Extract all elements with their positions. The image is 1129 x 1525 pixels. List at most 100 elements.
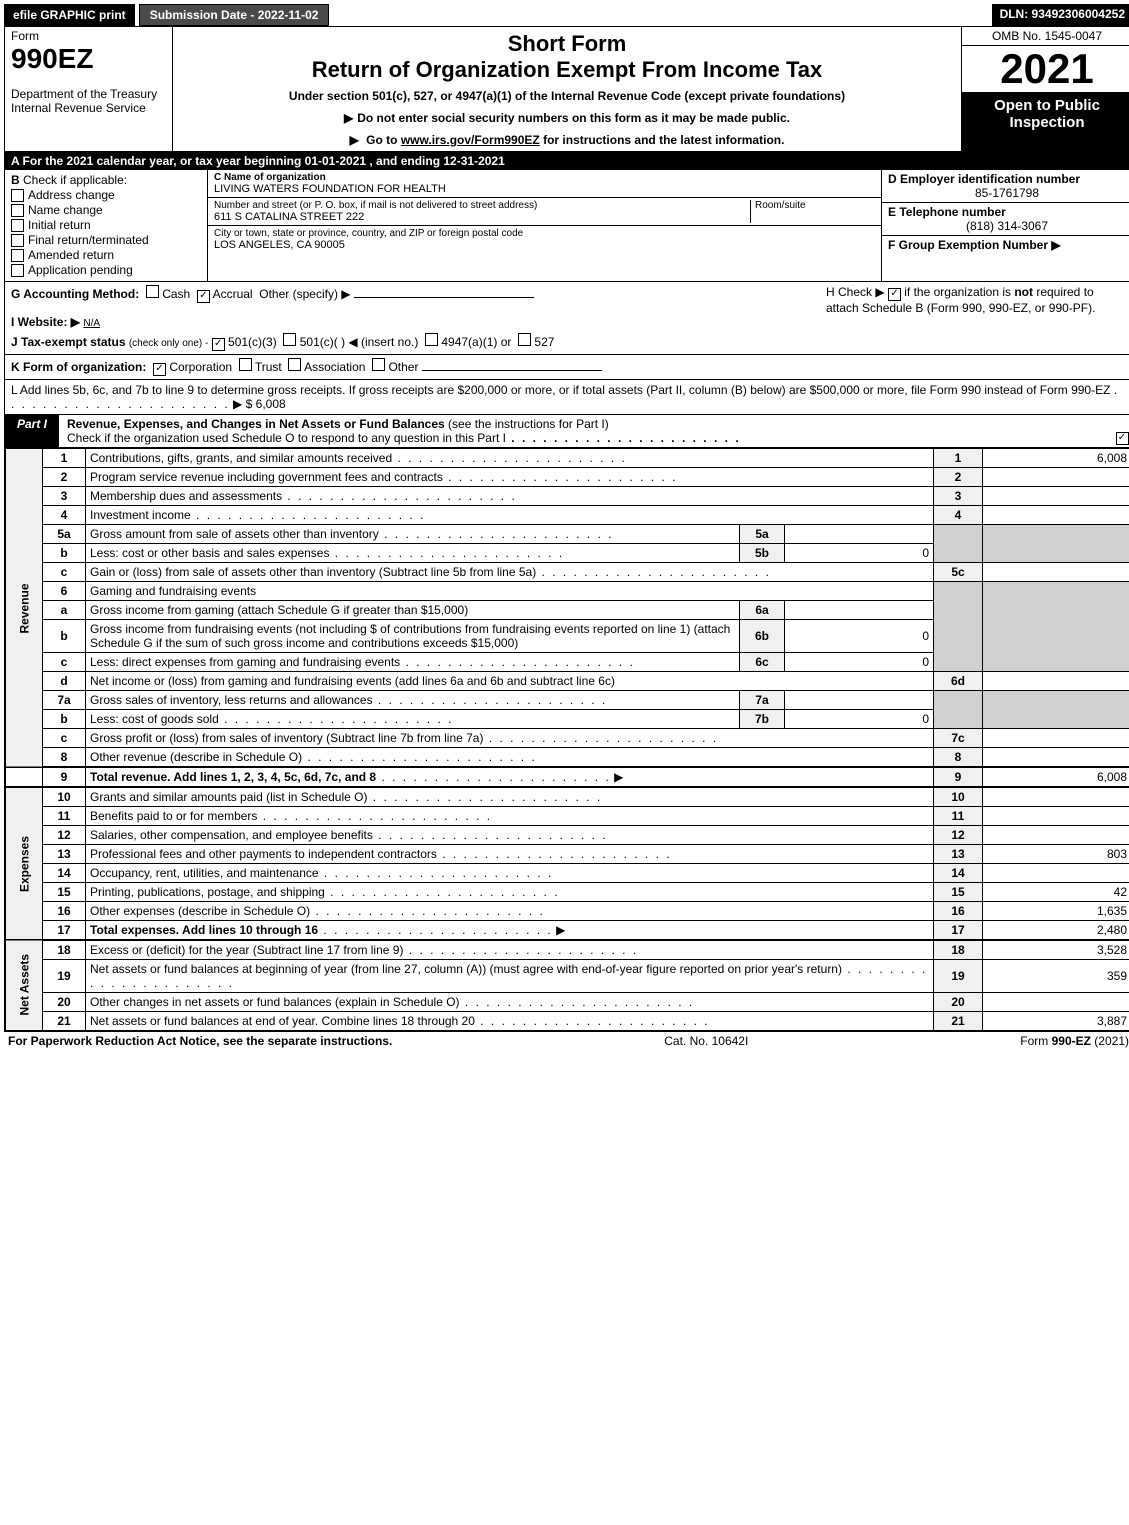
line-12-value: [983, 826, 1129, 845]
c-city-label: City or town, state or province, country…: [214, 228, 875, 239]
netassets-section-label: Net Assets: [6, 940, 43, 1031]
j-opt3: 4947(a)(1) or: [441, 335, 511, 349]
line-6a-label: Gross income from gaming (attach Schedul…: [86, 601, 740, 620]
checkbox-association[interactable]: [288, 358, 301, 371]
k-label: K Form of organization:: [11, 360, 146, 374]
h-text1: H Check ▶: [826, 285, 888, 299]
checkbox-accrual[interactable]: [197, 290, 210, 303]
checkbox-501c[interactable]: [283, 333, 296, 346]
line-14-value: [983, 864, 1129, 883]
g-cash: Cash: [162, 287, 190, 301]
checkbox-initial-return[interactable]: [11, 219, 24, 232]
g-other-input[interactable]: [354, 297, 534, 298]
g-label: G Accounting Method:: [11, 287, 139, 301]
line-7a-value: [785, 691, 934, 710]
checkbox-part-i-schedule-o[interactable]: [1116, 432, 1129, 445]
open-public-badge: Open to Public Inspection: [962, 93, 1129, 151]
checkbox-4947[interactable]: [425, 333, 438, 346]
line-18-label: Excess or (deficit) for the year (Subtra…: [90, 943, 638, 957]
form-title-block: Short Form Return of Organization Exempt…: [173, 27, 961, 151]
line-19-label: Net assets or fund balances at beginning…: [90, 962, 927, 990]
opt-address-change: Address change: [28, 188, 115, 202]
line-9-label: Total revenue. Add lines 1, 2, 3, 4, 5c,…: [90, 770, 376, 784]
table-row: 15Printing, publications, postage, and s…: [6, 883, 1129, 902]
table-row: 4Investment income 4: [6, 506, 1129, 525]
k-other: Other: [388, 360, 418, 374]
opt-initial-return: Initial return: [28, 218, 91, 232]
table-row: cGross profit or (loss) from sales of in…: [6, 729, 1129, 748]
table-row: 13Professional fees and other payments t…: [6, 845, 1129, 864]
checkbox-cash[interactable]: [146, 285, 159, 298]
line-16-label: Other expenses (describe in Schedule O): [90, 904, 545, 918]
checkbox-name-change[interactable]: [11, 204, 24, 217]
line-5a-value: [785, 525, 934, 544]
table-row: 6Gaming and fundraising events: [6, 582, 1129, 601]
line-10-value: [983, 787, 1129, 807]
line-6b-value: 0: [785, 620, 934, 653]
g-accrual: Accrual: [213, 287, 253, 301]
efile-print-button[interactable]: efile GRAPHIC print: [4, 4, 135, 26]
line-4-value: [983, 506, 1129, 525]
instruction-2-link[interactable]: www.irs.gov/Form990EZ: [401, 133, 540, 147]
opt-name-change: Name change: [28, 203, 103, 217]
k-trust: Trust: [255, 360, 282, 374]
table-row: Revenue 1 Contributions, gifts, grants, …: [6, 449, 1129, 468]
line-12-label: Salaries, other compensation, and employ…: [90, 828, 608, 842]
e-phone-value: (818) 314-3067: [888, 219, 1126, 233]
opt-final-return: Final return/terminated: [28, 233, 149, 247]
checkbox-h[interactable]: [888, 288, 901, 301]
h-text2: if the organization is: [904, 285, 1014, 299]
k-other-input[interactable]: [422, 370, 602, 371]
line-5b-label: Less: cost or other basis and sales expe…: [90, 546, 564, 560]
line-7b-value: 0: [785, 710, 934, 729]
j-opt4: 527: [534, 335, 554, 349]
line-6c-label: Less: direct expenses from gaming and fu…: [90, 655, 635, 669]
table-row: 12Salaries, other compensation, and empl…: [6, 826, 1129, 845]
opt-amended-return: Amended return: [28, 248, 114, 262]
line-21-label: Net assets or fund balances at end of ye…: [90, 1014, 710, 1028]
line-6d-value: [983, 672, 1129, 691]
checkbox-amended-return[interactable]: [11, 249, 24, 262]
line-7a-label: Gross sales of inventory, less returns a…: [90, 693, 607, 707]
footer-center: Cat. No. 10642I: [664, 1034, 748, 1048]
rnum-1: 1: [934, 449, 983, 468]
line-8-value: [983, 748, 1129, 768]
table-row: 14Occupancy, rent, utilities, and mainte…: [6, 864, 1129, 883]
part-i-title: Revenue, Expenses, and Changes in Net As…: [59, 415, 1112, 447]
j-label: J Tax-exempt status: [11, 335, 126, 349]
checkbox-application-pending[interactable]: [11, 264, 24, 277]
section-c: C Name of organization LIVING WATERS FOU…: [208, 170, 882, 281]
h-not: not: [1014, 285, 1033, 299]
line-15-label: Printing, publications, postage, and shi…: [90, 885, 560, 899]
c-name-value: LIVING WATERS FOUNDATION FOR HEALTH: [214, 183, 875, 195]
opt-application-pending: Application pending: [28, 263, 133, 277]
line-13-label: Professional fees and other payments to …: [90, 847, 672, 861]
footer-right: Form 990-EZ (2021): [1020, 1034, 1129, 1048]
checkbox-527[interactable]: [518, 333, 531, 346]
instruction-2-post: for instructions and the latest informat…: [540, 133, 785, 147]
d-ein-label: D Employer identification number: [888, 172, 1080, 186]
line-15-value: 42: [983, 883, 1129, 902]
line-5a-label: Gross amount from sale of assets other t…: [90, 527, 614, 541]
i-website-value: N/A: [83, 318, 100, 329]
line-20-value: [983, 993, 1129, 1012]
tax-year: 2021: [962, 46, 1129, 93]
checkbox-corporation[interactable]: [153, 363, 166, 376]
checkbox-trust[interactable]: [239, 358, 252, 371]
table-row: Expenses 10Grants and similar amounts pa…: [6, 787, 1129, 807]
line-14-label: Occupancy, rent, utilities, and maintena…: [90, 866, 553, 880]
line-11-value: [983, 807, 1129, 826]
k-assoc: Association: [304, 360, 365, 374]
checkbox-address-change[interactable]: [11, 189, 24, 202]
part-i-note: (see the instructions for Part I): [445, 417, 609, 431]
f-group-label: F Group Exemption Number ▶: [888, 238, 1061, 252]
checkbox-final-return[interactable]: [11, 234, 24, 247]
d-ein-value: 85-1761798: [888, 186, 1126, 200]
table-row: Net Assets 18Excess or (deficit) for the…: [6, 940, 1129, 960]
line-5b-value: 0: [785, 544, 934, 563]
submission-date-button[interactable]: Submission Date - 2022-11-02: [139, 4, 330, 26]
checkbox-other-org[interactable]: [372, 358, 385, 371]
instruction-1-text: Do not enter social security numbers on …: [357, 111, 790, 125]
checkbox-501c3[interactable]: [212, 338, 225, 351]
part-i-table: Revenue 1 Contributions, gifts, grants, …: [5, 448, 1129, 1031]
